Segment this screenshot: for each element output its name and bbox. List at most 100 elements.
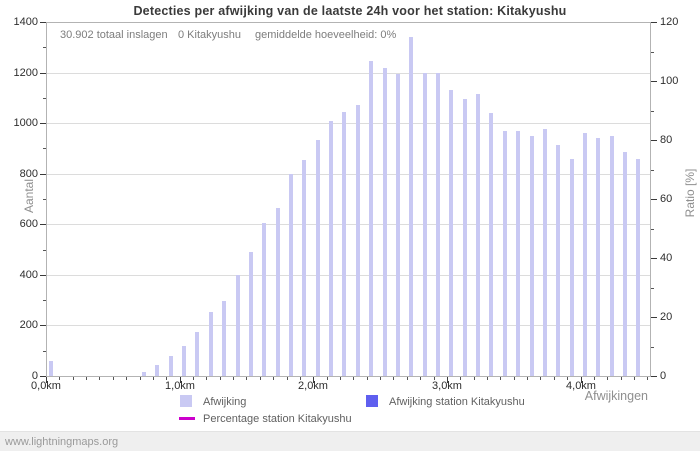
- x-axis-minor-tick: [246, 377, 247, 380]
- bar: [489, 113, 493, 376]
- x-axis-minor-tick: [140, 377, 141, 380]
- x-axis-tick: [447, 377, 448, 383]
- y-axis-minor-tick-right: [651, 288, 654, 289]
- y-axis-tick-label-left: 1400: [13, 16, 38, 28]
- x-axis-minor-tick: [153, 377, 154, 380]
- x-axis-tick: [46, 377, 47, 383]
- y-axis-tick-right: [651, 140, 657, 141]
- x-axis-minor-tick: [113, 377, 114, 380]
- footer-strip: [0, 431, 700, 451]
- x-axis-tick: [313, 377, 314, 383]
- y-axis-tick-label-left: 0: [31, 370, 38, 382]
- y-axis-tick-left: [40, 325, 46, 326]
- legend-label-percentage-station: Percentage station Kitakyushu: [203, 413, 352, 425]
- x-axis-tick-label: 1,0km: [165, 380, 195, 392]
- y-axis-tick-left: [40, 224, 46, 225]
- bar: [142, 372, 146, 376]
- x-axis-minor-tick: [474, 377, 475, 380]
- x-axis-minor-tick: [193, 377, 194, 380]
- y-axis-tick-label-left: 800: [19, 168, 38, 180]
- x-axis-minor-tick: [540, 377, 541, 380]
- x-axis-tick-label: 3,0km: [432, 380, 462, 392]
- bar: [423, 73, 427, 376]
- y-axis-minor-tick-right: [651, 52, 654, 53]
- right-border-line: [650, 22, 651, 377]
- x-axis-minor-tick: [367, 377, 368, 380]
- x-axis-title: Afwijkingen: [584, 389, 648, 403]
- bar: [342, 112, 346, 376]
- bar: [409, 37, 413, 376]
- bar: [262, 223, 266, 376]
- watermark-link[interactable]: www.lightningmaps.org: [5, 436, 119, 448]
- y-axis-title-right: Ratio [%]: [683, 168, 697, 218]
- y-axis-minor-tick-left: [43, 98, 46, 99]
- y-axis-minor-tick-left: [43, 47, 46, 48]
- x-axis-minor-tick: [166, 377, 167, 380]
- x-axis-minor-tick: [73, 377, 74, 380]
- info-station-count: 0 Kitakyushu: [178, 29, 241, 41]
- y-axis-tick-label-right: 100: [660, 75, 679, 87]
- x-axis-minor-tick: [434, 377, 435, 380]
- y-axis-tick-right: [651, 22, 657, 23]
- x-axis-minor-tick: [514, 377, 515, 380]
- y-axis-tick-right: [651, 258, 657, 259]
- y-axis-line: [46, 22, 47, 377]
- bar: [249, 252, 253, 376]
- y-axis-tick-left: [40, 123, 46, 124]
- bar: [316, 140, 320, 376]
- y-axis-tick-left: [40, 22, 46, 23]
- x-axis-minor-tick: [206, 377, 207, 380]
- grid-line-y: [47, 224, 650, 225]
- y-axis-tick-label-right: 60: [660, 193, 673, 205]
- bar: [155, 365, 159, 376]
- x-axis-minor-tick: [527, 377, 528, 380]
- y-axis-minor-tick-left: [43, 148, 46, 149]
- top-border-line: [46, 22, 651, 23]
- y-axis-minor-tick-right: [651, 347, 654, 348]
- bar: [396, 74, 400, 376]
- y-axis-tick-right: [651, 81, 657, 82]
- x-axis-minor-tick: [594, 377, 595, 380]
- y-axis-minor-tick-right: [651, 170, 654, 171]
- y-axis-minor-tick-left: [43, 199, 46, 200]
- x-axis-minor-tick: [621, 377, 622, 380]
- y-axis-tick-label-left: 1000: [13, 117, 38, 129]
- x-axis-minor-tick: [407, 377, 408, 380]
- y-axis-tick-left: [40, 73, 46, 74]
- y-axis-tick-right: [651, 199, 657, 200]
- x-axis-minor-tick: [393, 377, 394, 380]
- x-axis-minor-tick: [500, 377, 501, 380]
- bar: [209, 312, 213, 376]
- bar: [369, 61, 373, 376]
- bar: [623, 152, 627, 376]
- x-axis-minor-tick: [607, 377, 608, 380]
- x-axis-tick: [581, 377, 582, 383]
- bar: [543, 129, 547, 376]
- bar: [556, 145, 560, 376]
- x-axis-minor-tick: [260, 377, 261, 380]
- bar: [236, 275, 240, 376]
- bar: [289, 174, 293, 376]
- x-axis-tick-label: 2,0km: [298, 380, 328, 392]
- x-axis-minor-tick: [634, 377, 635, 380]
- x-axis-minor-tick: [300, 377, 301, 380]
- x-axis-minor-tick: [327, 377, 328, 380]
- y-axis-tick-label-right: 40: [660, 252, 673, 264]
- x-axis-minor-tick: [567, 377, 568, 380]
- x-axis-minor-tick: [287, 377, 288, 380]
- x-axis-minor-tick: [99, 377, 100, 380]
- bar: [195, 332, 199, 376]
- x-axis-tick: [180, 377, 181, 383]
- y-axis-tick-label-right: 120: [660, 16, 679, 28]
- bar: [570, 159, 574, 376]
- x-axis-minor-tick: [460, 377, 461, 380]
- grid-line-y: [47, 275, 650, 276]
- x-axis-minor-tick: [233, 377, 234, 380]
- bar: [449, 90, 453, 376]
- bar: [383, 68, 387, 376]
- bar: [276, 208, 280, 376]
- x-axis-minor-tick: [220, 377, 221, 380]
- x-axis-tick-label: 4,0km: [566, 380, 596, 392]
- legend-swatch-afwijking-station: [366, 395, 378, 407]
- legend-label-afwijking-station: Afwijking station Kitakyushu: [389, 396, 525, 408]
